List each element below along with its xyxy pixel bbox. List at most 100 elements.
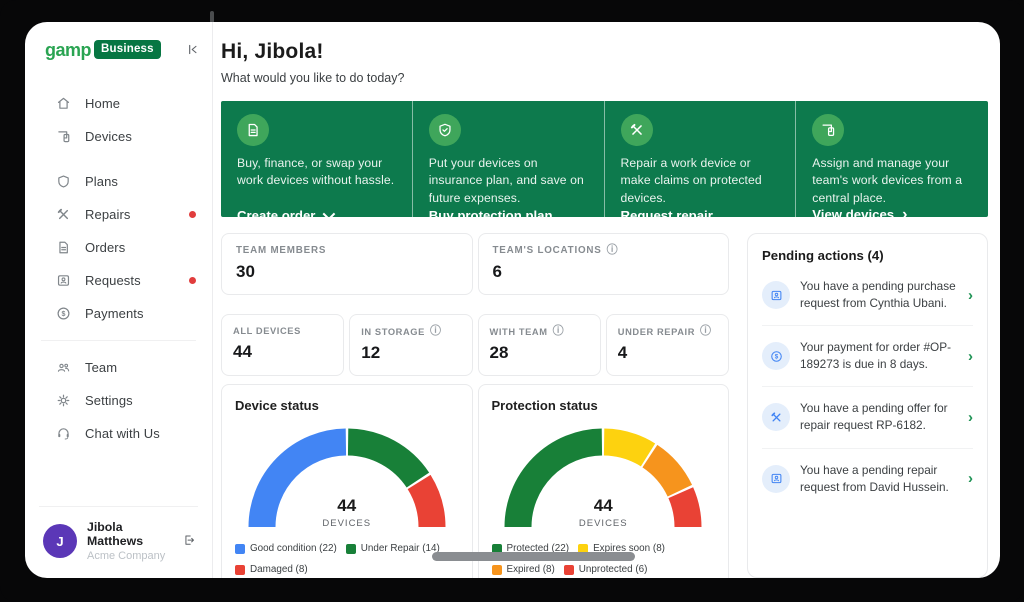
donut-unit-label: DEVICES <box>322 518 372 529</box>
sidebar-item-orders[interactable]: Orders <box>25 231 212 264</box>
device-stats-row: ALL DEVICES 44 IN STORAGE ⓘ 12 WITH TEAM ⓘ… <box>221 314 729 376</box>
action-card-request-repair[interactable]: Repair a work device or make claims on p… <box>605 101 797 235</box>
chart-title: Protection status <box>491 398 598 413</box>
stat-label: WITH TEAM ⓘ <box>489 325 565 337</box>
dollar-icon <box>55 305 72 322</box>
request-repair-button[interactable]: Request repair <box>621 208 780 223</box>
info-icon[interactable]: ⓘ <box>429 325 442 337</box>
sidebar-item-home[interactable]: Home <box>25 87 212 120</box>
page-title: Hi, Jibola! <box>221 40 324 63</box>
sidebar-item-label: Home <box>85 96 121 111</box>
sidebar-nav: Home Devices Plans Repairs Orders Re <box>25 87 212 506</box>
team-icon <box>55 359 72 376</box>
user-profile: J Jibola Matthews Acme Company <box>39 506 198 562</box>
brand-logo: gamp Business <box>25 40 212 59</box>
page-subtitle: What would you like to do today? <box>221 71 405 85</box>
legend-item: Protected (22) <box>491 543 569 554</box>
stat-value: 4 <box>617 343 628 362</box>
repair-tools-icon <box>620 114 653 146</box>
sidebar-item-chat[interactable]: Chat with Us <box>25 417 212 450</box>
home-icon <box>55 95 72 112</box>
gear-icon <box>55 392 72 409</box>
charts-row: Device status 44 DEVICES Good condition … <box>221 384 729 578</box>
info-icon[interactable]: ⓘ <box>700 325 712 337</box>
legend-swatch <box>491 543 502 554</box>
legend-item: Expires soon (8) <box>578 543 665 554</box>
protection-status-chart-card: Protection status 44 DEVICES Protected (… <box>477 384 729 578</box>
stat-value: 6 <box>492 262 502 281</box>
chevron-right-icon: › <box>968 347 973 365</box>
sidebar: gamp Business Home Devices Plans Repairs <box>25 22 213 578</box>
sidebar-item-team[interactable]: Team <box>25 351 212 384</box>
action-label: Buy protection plan <box>428 207 553 223</box>
stat-label: TEAM MEMBERS <box>236 245 327 256</box>
pending-item-text: You have a pending purchase request from… <box>800 279 956 311</box>
pending-item-purchase-request[interactable]: You have a pending purchase request from… <box>762 265 973 327</box>
chevron-right-icon: › <box>968 286 973 304</box>
legend-swatch <box>563 564 574 575</box>
donut-arcs <box>504 428 702 528</box>
sidebar-collapse-icon[interactable] <box>185 42 200 57</box>
donut-arcs <box>248 428 446 528</box>
chart-legend: Protected (22) Expires soon (8) Expired (8… <box>491 543 728 575</box>
pending-item-text: Your payment for order #OP-189273 is due… <box>800 340 952 372</box>
sidebar-item-devices[interactable]: Devices <box>25 120 212 153</box>
pending-item-text: You have a pending offer for repair requ… <box>800 401 948 433</box>
donut-center: 44 DEVICES <box>498 496 708 529</box>
legend-item: Expired (8) <box>491 564 555 575</box>
repair-tools-icon <box>55 206 72 223</box>
pending-item-repair-request[interactable]: You have a pending repair request from D… <box>762 449 973 509</box>
stat-label: TEAM'S LOCATIONS ⓘ <box>492 244 619 257</box>
business-badge: Business <box>94 40 161 59</box>
action-card-create-order[interactable]: Buy, finance, or swap your work devices … <box>221 101 413 235</box>
info-icon[interactable]: ⓘ <box>606 244 619 256</box>
create-order-button[interactable]: Create order <box>237 207 396 223</box>
pending-item-repair-offer[interactable]: You have a pending offer for repair requ… <box>762 387 973 449</box>
info-icon[interactable]: ⓘ <box>552 325 565 337</box>
sidebar-item-payments[interactable]: Payments <box>25 297 212 330</box>
sidebar-item-label: Plans <box>85 174 119 189</box>
logout-icon[interactable] <box>182 533 196 549</box>
pending-actions-panel: Pending actions (4) You have a pending p… <box>747 233 988 578</box>
stat-value: 12 <box>361 343 381 362</box>
legend-item: Damaged (8) <box>235 564 308 575</box>
devices-icon <box>55 128 72 145</box>
quick-actions-banner: Buy, finance, or swap your work devices … <box>221 101 988 235</box>
shield-icon <box>55 173 72 190</box>
repair-offer-icon <box>762 403 790 432</box>
vertical-scrollbar-thumb[interactable] <box>210 11 214 23</box>
action-card-description: Repair a work device or make claims on p… <box>620 156 762 205</box>
action-card-view-devices[interactable]: Assign and manage your team's work devic… <box>796 101 988 235</box>
legend-label: Under Repair (14) <box>360 543 440 554</box>
stat-value: 28 <box>489 343 509 362</box>
donut-unit-label: DEVICES <box>578 518 628 529</box>
pending-item-payment-due[interactable]: Your payment for order #OP-189273 is due… <box>762 326 973 388</box>
sidebar-item-repairs[interactable]: Repairs <box>25 198 212 231</box>
legend-swatch <box>578 543 589 554</box>
stats-column: TEAM MEMBERS 30 TEAM'S LOCATIONS ⓘ 6 ALL … <box>221 233 729 578</box>
legend-item: Unprotected (6) <box>563 564 647 575</box>
main-content: Hi, Jibola! What would you like to do to… <box>213 22 1000 578</box>
action-card-protection-plan[interactable]: Put your devices on insurance plan, and … <box>413 101 605 235</box>
action-card-description: Buy, finance, or swap your work devices … <box>237 156 395 188</box>
shield-check-icon <box>428 114 461 146</box>
chart-legend: Good condition (22) Under Repair (14) Dama… <box>235 543 471 575</box>
document-icon <box>55 239 72 256</box>
sidebar-item-plans[interactable]: Plans <box>25 165 212 198</box>
sidebar-item-requests[interactable]: Requests <box>25 264 212 297</box>
legend-item: Good condition (22) <box>235 543 337 554</box>
sidebar-item-settings[interactable]: Settings <box>25 384 212 417</box>
view-devices-button[interactable]: View devices › <box>812 205 972 223</box>
app-window: gamp Business Home Devices Plans Repairs <box>25 22 1000 578</box>
horizontal-scrollbar-thumb[interactable] <box>432 552 635 561</box>
action-label: View devices <box>812 207 895 223</box>
order-document-icon <box>237 114 269 146</box>
repair-request-icon <box>762 464 790 493</box>
notification-dot <box>189 211 196 218</box>
gamp-wordmark: gamp <box>45 39 92 60</box>
team-stats-row: TEAM MEMBERS 30 TEAM'S LOCATIONS ⓘ 6 <box>221 233 729 295</box>
stat-all-devices: ALL DEVICES 44 <box>221 314 345 376</box>
legend-item: Under Repair (14) <box>345 543 440 554</box>
buy-protection-plan-button[interactable]: Buy protection plan <box>429 208 588 223</box>
chevron-right-icon: › <box>902 205 908 223</box>
